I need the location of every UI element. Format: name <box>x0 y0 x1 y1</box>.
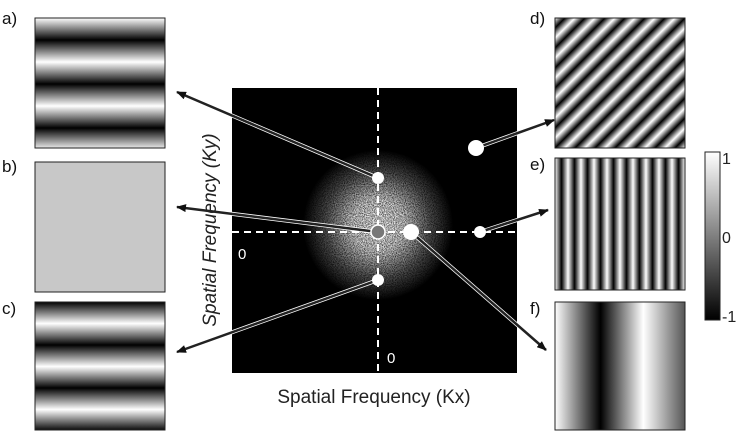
y-axis-label: Spatial Frequency (Ky) <box>200 133 221 326</box>
panel-label: a) <box>2 9 17 28</box>
panel-label: e) <box>530 155 545 174</box>
panel-label: c) <box>2 299 16 318</box>
x-axis-label: Spatial Frequency (Kx) <box>277 387 470 408</box>
colorbar-tick-label: -1 <box>722 309 736 326</box>
colorbar-tick-label: 1 <box>722 151 731 168</box>
origin-label: 0 <box>238 246 246 263</box>
panel-b-image <box>35 162 165 292</box>
panel-label: f) <box>530 299 540 318</box>
panel-e-image <box>555 158 685 290</box>
panel-a-image <box>35 18 165 148</box>
panel-c-image <box>35 302 165 430</box>
panel-label: d) <box>530 9 545 28</box>
panel-d-image <box>555 18 685 148</box>
panel-f-image <box>555 302 685 430</box>
colorbar-tick-label: 0 <box>722 230 731 247</box>
origin-label: 0 <box>387 350 395 367</box>
figure: a) b) c) d) e) f) 0 0 Spatial Frequency … <box>0 0 737 432</box>
panel-label: b) <box>2 157 17 176</box>
colorbar <box>705 152 720 320</box>
